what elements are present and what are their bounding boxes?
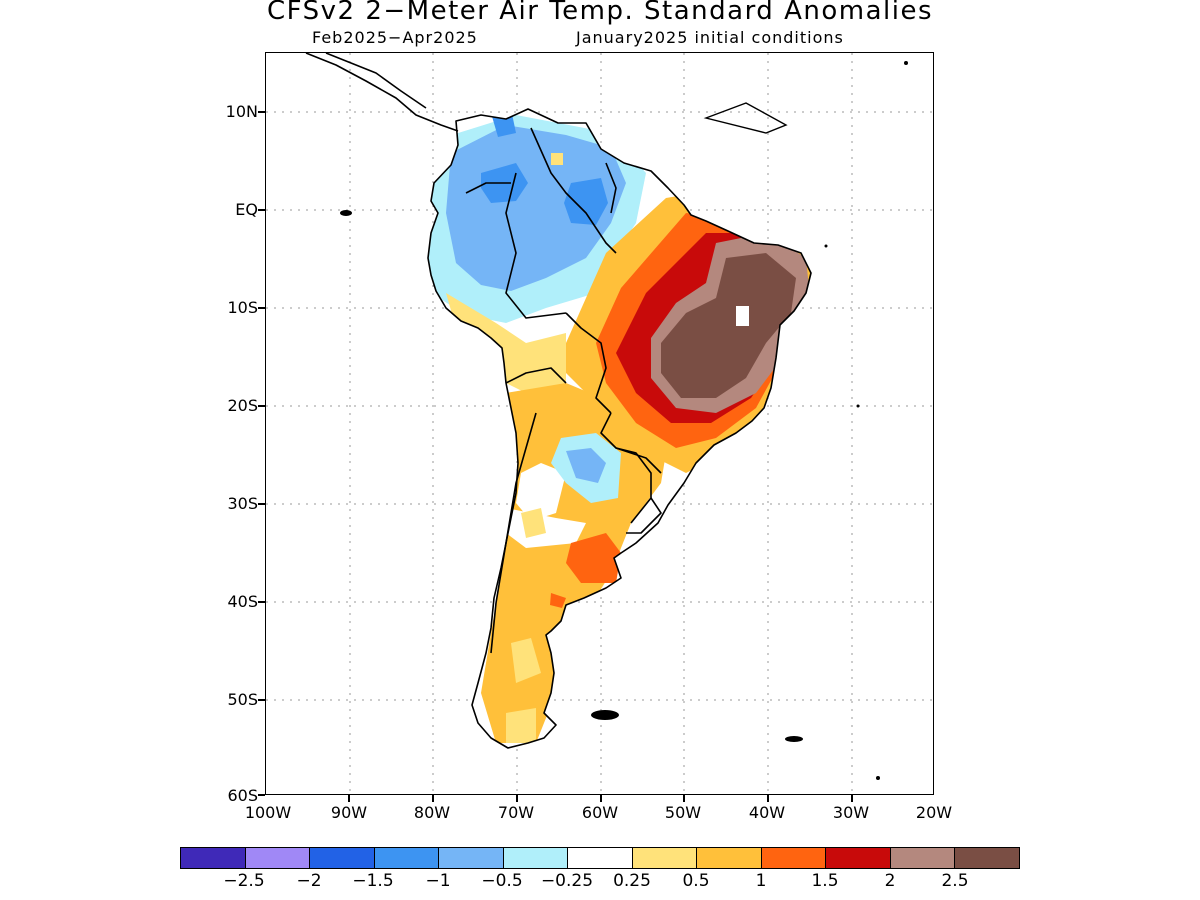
lon-label: 30W xyxy=(832,803,870,822)
lat-label: 60S xyxy=(227,786,258,805)
lon-label: 60W xyxy=(581,803,619,822)
lon-tick xyxy=(767,795,769,802)
lat-tick xyxy=(258,503,265,505)
colorbar-swatch xyxy=(568,848,633,868)
lat-tick xyxy=(258,307,265,309)
lon-label: 100W xyxy=(244,803,292,822)
colorbar-label: −0.5 xyxy=(481,871,523,891)
colorbar-swatch xyxy=(890,848,956,868)
colorbar-swatch xyxy=(761,848,827,868)
lat-label: 10S xyxy=(227,298,258,317)
lon-label: 20W xyxy=(915,803,953,822)
colorbar-swatch xyxy=(826,848,891,868)
colorbar-label: −1 xyxy=(425,871,451,891)
lon-label: 40W xyxy=(748,803,786,822)
lon-label: 80W xyxy=(413,803,451,822)
colorbar-swatch xyxy=(632,848,698,868)
lon-tick xyxy=(851,795,853,802)
anomaly-map-svg xyxy=(266,53,933,794)
lat-label: 40S xyxy=(227,592,258,611)
islands xyxy=(340,61,908,780)
colorbar-swatch xyxy=(697,848,762,868)
lat-tick xyxy=(258,209,265,211)
colorbar-label: 1.5 xyxy=(811,871,839,891)
initial-conditions: January2025 initial conditions xyxy=(576,28,844,47)
lat-tick xyxy=(258,111,265,113)
lon-tick xyxy=(432,795,434,802)
lon-tick xyxy=(600,795,602,802)
colorbar-label: −0.25 xyxy=(540,871,594,891)
lon-tick xyxy=(516,795,518,802)
lon-label: 50W xyxy=(664,803,702,822)
colorbar-swatch xyxy=(503,848,569,868)
colorbar xyxy=(180,847,1020,869)
colorbar-label: −1.5 xyxy=(352,871,394,891)
lon-label: 90W xyxy=(330,803,368,822)
colorbar-label: −2 xyxy=(296,871,322,891)
lon-tick xyxy=(683,795,685,802)
lon-tick xyxy=(348,795,350,802)
lat-label: 20S xyxy=(227,396,258,415)
lat-tick xyxy=(258,601,265,603)
lat-label: 30S xyxy=(227,494,258,513)
colorbar-swatch xyxy=(245,848,311,868)
colorbar-swatch xyxy=(310,848,375,868)
colorbar-swatch xyxy=(955,848,1019,868)
anomaly-map xyxy=(265,52,934,795)
chart-title: CFSv2 2−Meter Air Temp. Standard Anomali… xyxy=(266,0,933,26)
coastline-and-borders xyxy=(305,53,812,749)
lat-label: 10N xyxy=(225,102,258,121)
lat-label: 50S xyxy=(227,690,258,709)
colorbar-label: 1 xyxy=(755,871,767,891)
colorbar-label: 2.5 xyxy=(941,871,969,891)
lat-tick xyxy=(258,405,265,407)
colorbar-label: 2 xyxy=(884,871,896,891)
colorbar-swatch xyxy=(181,848,246,868)
anomaly-shading xyxy=(428,109,811,743)
lat-label: EQ xyxy=(235,200,258,219)
colorbar-label: 0.25 xyxy=(613,871,651,891)
lat-tick xyxy=(258,699,265,701)
lat-tick xyxy=(258,794,265,796)
colorbar-swatch xyxy=(439,848,504,868)
colorbar-swatch xyxy=(374,848,440,868)
lon-label: 70W xyxy=(497,803,535,822)
colorbar-label: 0.5 xyxy=(682,871,710,891)
forecast-period: Feb2025−Apr2025 xyxy=(312,28,478,47)
colorbar-label: −2.5 xyxy=(223,871,265,891)
